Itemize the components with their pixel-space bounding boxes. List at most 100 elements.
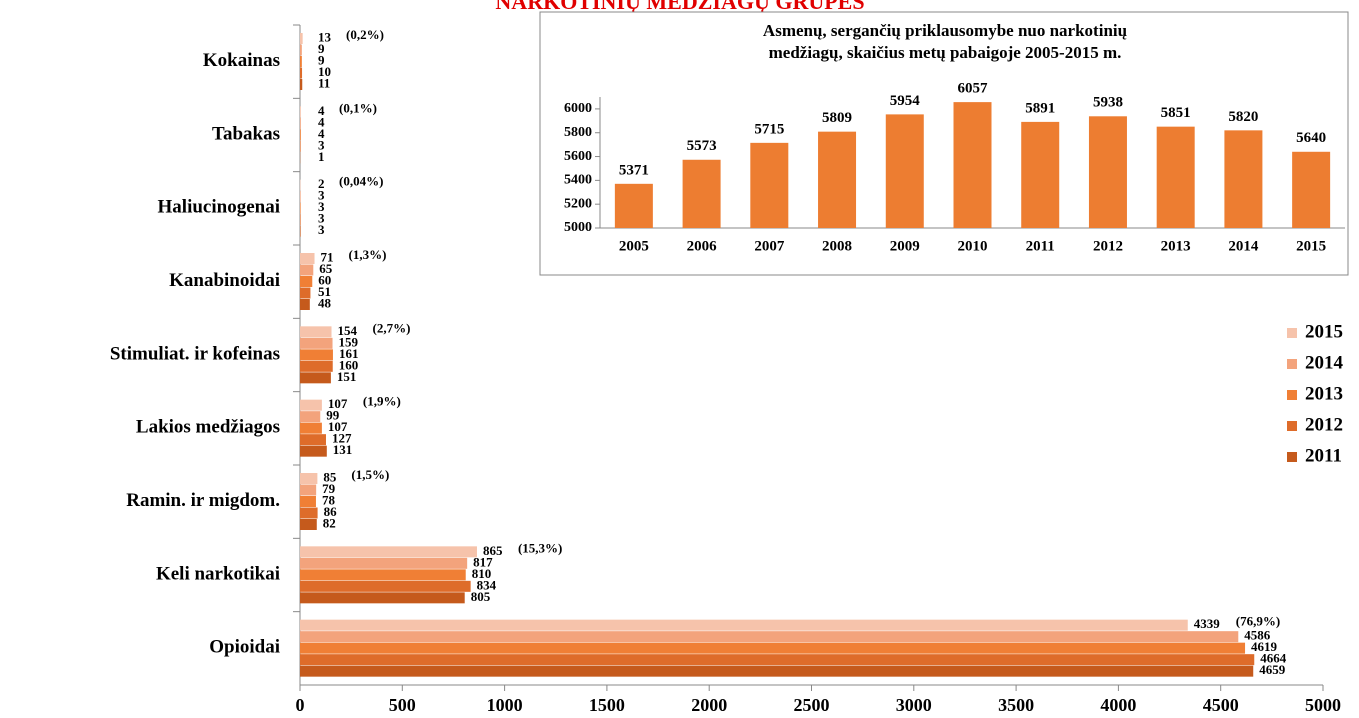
bar [300, 79, 303, 90]
x-tick-label: 2008 [822, 238, 852, 254]
data-label: 4 [318, 103, 325, 118]
bar [885, 114, 924, 228]
legend-swatch [1287, 452, 1297, 462]
legend-swatch [1287, 328, 1297, 338]
x-tick-label: 2014 [1228, 238, 1259, 254]
y-tick-label: Lakios medžiagos [136, 417, 280, 438]
x-tick-label: 2005 [619, 238, 649, 254]
bar [300, 117, 301, 129]
bar [300, 546, 477, 558]
x-tick-label: 3000 [896, 695, 932, 715]
bar [300, 399, 322, 411]
bar [300, 665, 1254, 677]
data-label: 5715 [754, 121, 784, 137]
y-tick-label: 5200 [564, 196, 592, 211]
y-tick-label: Keli narkotikai [156, 563, 280, 584]
data-label: 127 [332, 431, 352, 446]
bar [300, 445, 327, 457]
bar [300, 569, 466, 581]
y-tick-label: Ramin. ir migdom. [126, 490, 280, 511]
data-label: 159 [339, 334, 359, 349]
data-label: 2 [318, 176, 325, 191]
data-label: 5954 [890, 93, 921, 109]
bar [300, 214, 301, 226]
bar [1088, 116, 1127, 228]
share-label: (15,3%) [518, 540, 562, 555]
bar [300, 276, 313, 287]
data-label: 60 [318, 272, 331, 287]
x-tick-label: 2015 [1296, 238, 1326, 254]
data-label: 5371 [619, 162, 649, 178]
legend-label: 2011 [1305, 445, 1342, 466]
y-tick-label: 5800 [564, 125, 592, 140]
bar [300, 372, 331, 384]
data-label: 4659 [1259, 662, 1286, 677]
data-label: 817 [473, 554, 493, 569]
x-tick-label: 0 [296, 695, 305, 715]
x-tick-label: 5000 [1305, 695, 1341, 715]
bar [300, 299, 310, 310]
share-label: (0,04%) [339, 174, 383, 189]
bar [300, 473, 318, 484]
share-label: (76,9%) [1236, 614, 1280, 629]
legend-swatch [1287, 359, 1297, 369]
x-tick-label: 2007 [754, 238, 785, 254]
x-tick-label: 2013 [1161, 238, 1191, 254]
share-label: (2,7%) [373, 320, 411, 335]
bar [300, 519, 317, 530]
bar [300, 326, 332, 338]
legend-label: 2013 [1305, 383, 1343, 404]
data-label: 5820 [1228, 109, 1258, 125]
inset-frame [539, 11, 1349, 276]
legend-label: 2014 [1305, 352, 1344, 373]
bar [300, 225, 301, 237]
y-tick-label: Opioidai [209, 637, 280, 658]
bar [300, 337, 333, 349]
y-tick-label: Stimuliat. ir kofeinas [110, 343, 280, 364]
data-label: 4 [318, 126, 325, 141]
share-label: (1,9%) [363, 394, 401, 409]
bar [300, 631, 1239, 643]
data-label: 3 [318, 211, 325, 226]
data-label: 9 [318, 52, 325, 67]
data-label: 48 [318, 295, 332, 310]
bar [300, 507, 318, 519]
data-label: 78 [322, 492, 336, 507]
bar [300, 496, 316, 507]
legend-label: 2012 [1305, 414, 1343, 435]
x-tick-label: 4500 [1203, 695, 1239, 715]
data-label: 5573 [687, 138, 717, 154]
data-label: 160 [339, 357, 359, 372]
data-label: 5640 [1296, 130, 1326, 146]
share-label: (0,2%) [346, 27, 384, 42]
data-label: 5891 [1025, 100, 1055, 116]
data-label: 79 [322, 481, 336, 496]
x-tick-label: 1500 [589, 695, 625, 715]
bar [300, 129, 301, 141]
inset-title: medžiagų, skaičius metų pabaigoje 2005-2… [769, 43, 1122, 62]
bar [300, 580, 471, 592]
bar [300, 106, 301, 118]
bar [300, 253, 315, 264]
bar [300, 642, 1246, 654]
bar [614, 183, 653, 228]
data-label: 4664 [1260, 651, 1287, 666]
bar [300, 411, 321, 423]
bar [300, 140, 301, 152]
bar [300, 654, 1255, 666]
data-label: 4339 [1194, 616, 1221, 631]
bar [300, 287, 311, 299]
data-label: 13 [318, 29, 332, 44]
inset-title: Asmenų, sergančių priklausomybe nuo nark… [763, 21, 1127, 40]
bar [300, 619, 1188, 631]
data-label: 107 [328, 419, 348, 434]
chart-title: NARKOTINIŲ MEDŽIAGŲ GRUPĖS [495, 0, 864, 14]
bar [300, 67, 303, 79]
bar [300, 56, 302, 67]
data-label: 86 [324, 504, 338, 519]
y-tick-label: Haliucinogenai [158, 197, 280, 218]
bar [300, 349, 333, 361]
data-label: 1 [318, 149, 325, 164]
legend-swatch [1287, 390, 1297, 400]
data-label: 4586 [1244, 628, 1271, 643]
